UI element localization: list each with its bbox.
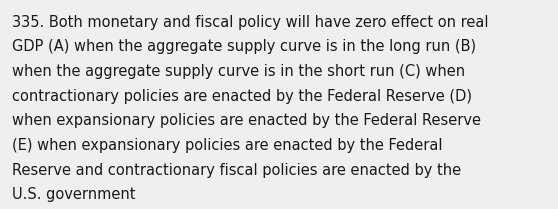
Text: 335. Both monetary and fiscal policy will have zero effect on real: 335. Both monetary and fiscal policy wil… (12, 15, 489, 30)
Text: (E) when expansionary policies are enacted by the Federal: (E) when expansionary policies are enact… (12, 138, 443, 153)
Text: Reserve and contractionary fiscal policies are enacted by the: Reserve and contractionary fiscal polici… (12, 163, 461, 178)
Text: when expansionary policies are enacted by the Federal Reserve: when expansionary policies are enacted b… (12, 113, 482, 128)
Text: U.S. government: U.S. government (12, 187, 136, 202)
Text: when the aggregate supply curve is in the short run (C) when: when the aggregate supply curve is in th… (12, 64, 465, 79)
Text: GDP (A) when the aggregate supply curve is in the long run (B): GDP (A) when the aggregate supply curve … (12, 39, 477, 54)
Text: contractionary policies are enacted by the Federal Reserve (D): contractionary policies are enacted by t… (12, 89, 472, 104)
